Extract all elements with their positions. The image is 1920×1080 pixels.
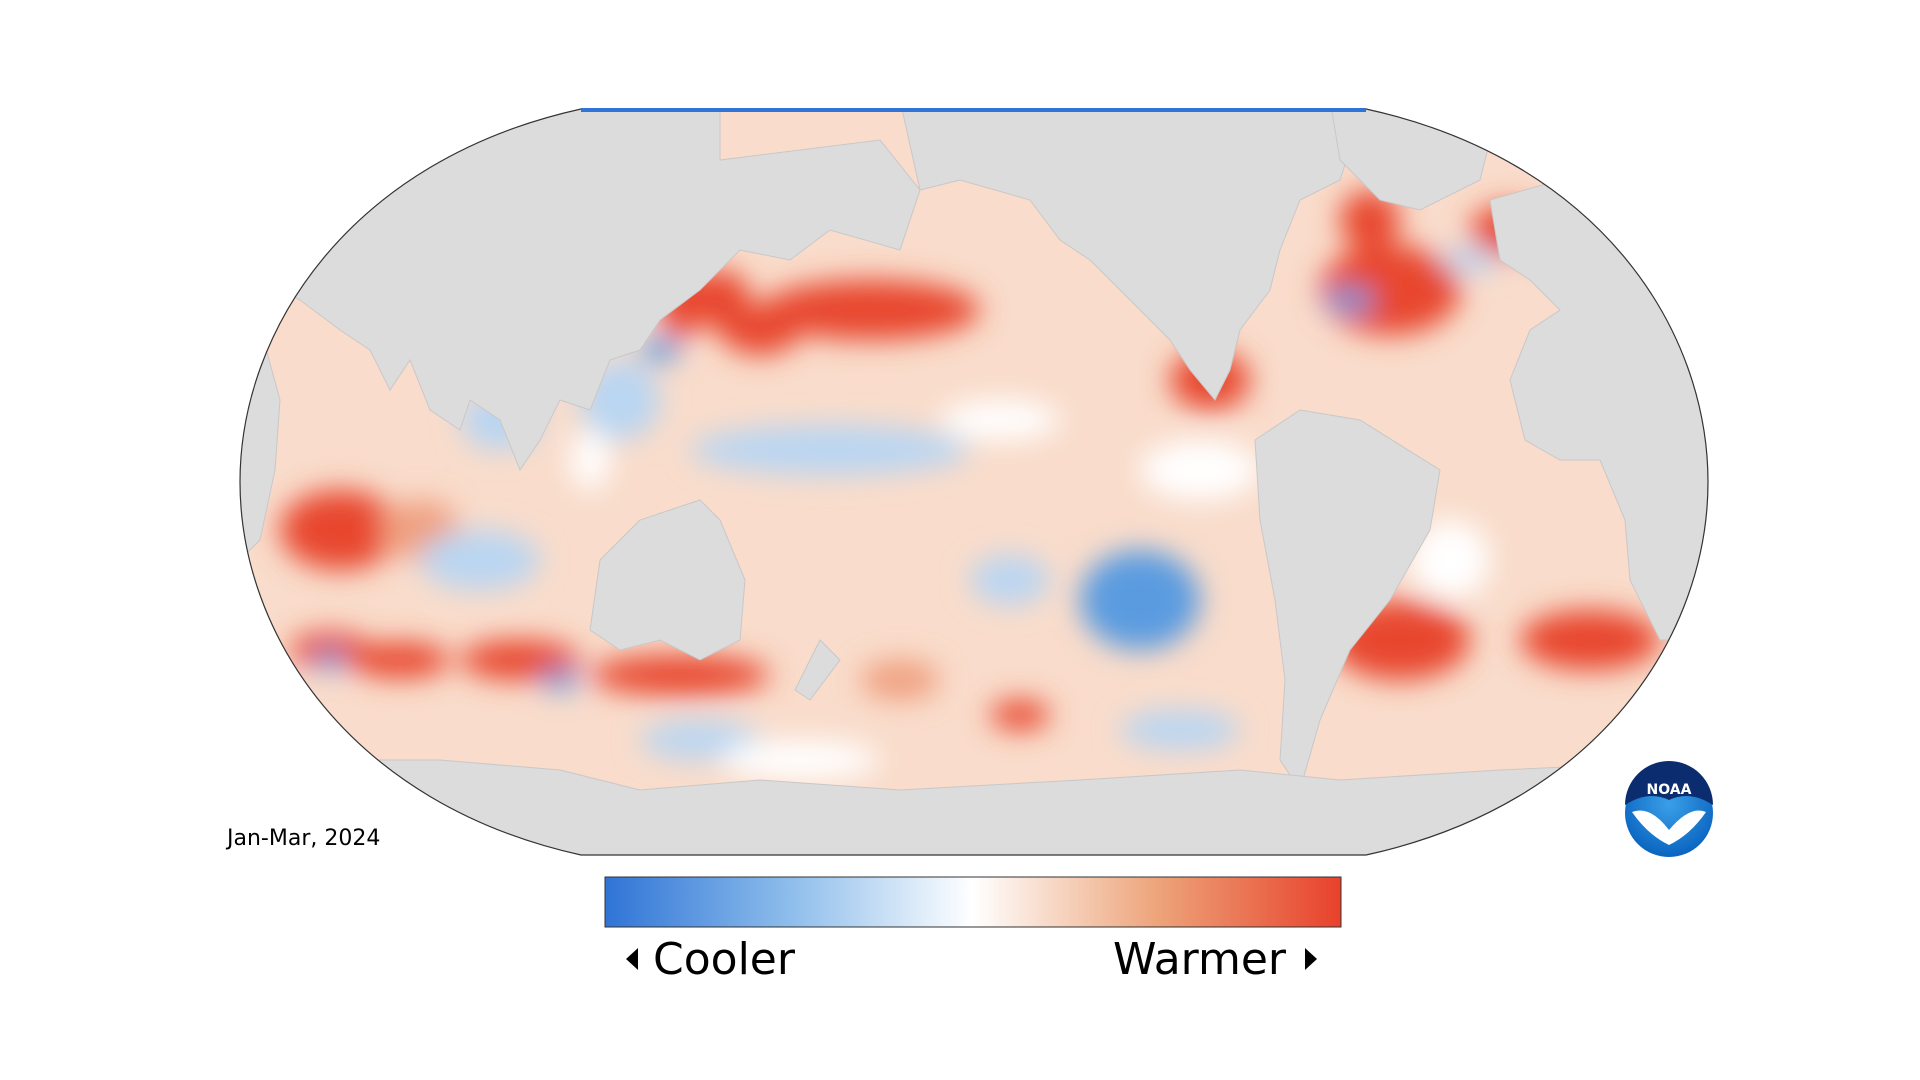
anomaly-patch: [1520, 610, 1660, 670]
anomaly-patch: [860, 660, 940, 700]
anomaly-patch: [570, 430, 610, 490]
globe: [240, 109, 1708, 855]
anomaly-patch: [1140, 440, 1260, 500]
noaa-logo: NOAA: [1625, 761, 1713, 857]
color-bar: [604, 876, 1342, 928]
north-america: [899, 109, 1367, 401]
logo-top: [1625, 761, 1713, 805]
anomaly-patch: [315, 650, 345, 670]
anomaly-patch: [1440, 248, 1500, 272]
australia: [589, 499, 746, 661]
logo-gull: [1632, 810, 1706, 845]
cooler-label: Cooler: [653, 934, 796, 985]
new-zealand: [794, 639, 841, 701]
antarctica: [240, 759, 1708, 855]
anomaly-patch: [990, 700, 1050, 730]
anomaly-patch: [940, 400, 1060, 440]
anomaly-patch: [690, 425, 970, 475]
anomaly-patch: [1320, 245, 1460, 335]
anomaly-patch: [460, 640, 580, 680]
anomaly-patch: [420, 530, 540, 590]
anomaly-patch: [1325, 288, 1375, 312]
anomaly-patch: [1340, 190, 1400, 250]
anomaly-patch: [1120, 710, 1240, 750]
map-outline: [239, 108, 1709, 856]
anomaly-field: [280, 190, 1708, 780]
cooler-arrow: [626, 948, 638, 970]
anomaly-patch: [760, 280, 980, 340]
anomaly-patch: [590, 655, 770, 695]
anomaly-patch: [280, 490, 400, 570]
logo-text: NOAA: [1647, 782, 1692, 798]
anomaly-patch: [640, 338, 680, 362]
asia: [240, 109, 921, 472]
anomaly-patch: [350, 642, 450, 678]
anomaly-patch: [720, 740, 880, 780]
anomaly-patch: [540, 670, 580, 690]
anomaly-patch: [1110, 595, 1170, 645]
date-label: Jan-Mar, 2024: [225, 826, 380, 851]
anomaly-patch: [1410, 520, 1490, 600]
warmer-label: Warmer: [1113, 934, 1287, 985]
south-america: [1254, 409, 1441, 792]
anomaly-patch: [640, 720, 760, 760]
warmer-arrow: [1305, 948, 1317, 970]
anomaly-patch: [970, 555, 1050, 605]
